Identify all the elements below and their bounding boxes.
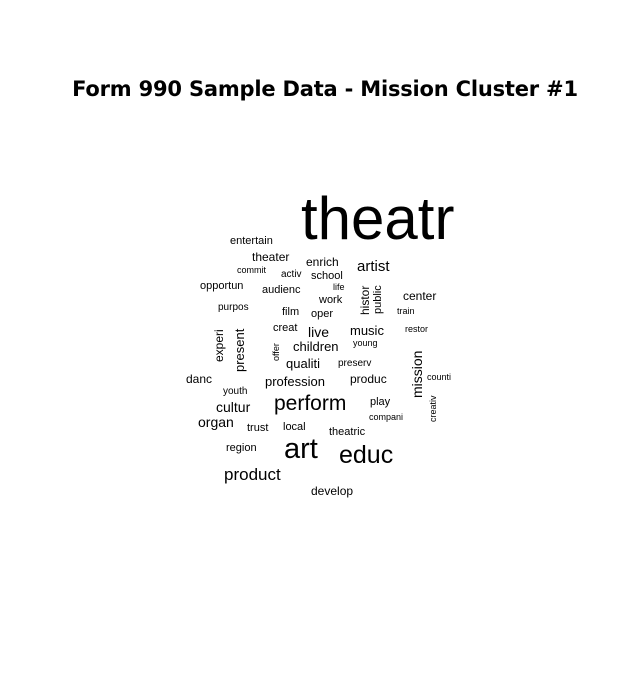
word-restor: restor xyxy=(405,324,428,334)
word-activ: activ xyxy=(281,269,302,280)
word-oper: oper xyxy=(311,308,333,320)
word-cultur: cultur xyxy=(216,399,251,415)
word-film: film xyxy=(282,306,299,318)
word-school: school xyxy=(311,270,343,282)
word-art: art xyxy=(284,433,318,465)
word-educ: educ xyxy=(339,441,393,469)
word-theatr: theatr xyxy=(301,185,454,252)
word-perform: perform xyxy=(274,392,346,415)
word-creativ: creativ xyxy=(428,395,438,422)
word-audienc: audienc xyxy=(262,284,301,296)
word-histor: histor xyxy=(358,286,372,315)
word-artist: artist xyxy=(357,258,390,275)
word-live: live xyxy=(308,324,329,340)
word-creat: creat xyxy=(273,322,297,334)
word-develop: develop xyxy=(311,484,353,498)
word-commit: commit xyxy=(237,265,266,275)
word-opportun: opportun xyxy=(200,280,243,292)
word-life: life xyxy=(333,282,345,292)
word-entertain: entertain xyxy=(230,235,273,247)
word-center: center xyxy=(403,289,436,303)
word-preserv: preserv xyxy=(338,358,371,369)
word-theatric: theatric xyxy=(329,426,366,438)
word-youth: youth xyxy=(223,386,247,397)
word-mission: mission xyxy=(409,351,425,398)
word-play: play xyxy=(370,396,391,408)
word-region: region xyxy=(226,442,257,454)
word-danc: danc xyxy=(186,372,212,386)
word-present: present xyxy=(232,328,247,372)
word-purpos: purpos xyxy=(218,302,249,313)
word-offer: offer xyxy=(271,343,281,361)
word-product: product xyxy=(224,465,281,484)
word-children: children xyxy=(293,339,339,354)
word-produc: produc xyxy=(350,372,387,386)
word-train: train xyxy=(397,306,415,316)
word-qualiti: qualiti xyxy=(286,356,320,371)
word-organ: organ xyxy=(198,414,234,430)
word-profession: profession xyxy=(265,374,325,389)
word-experi: experi xyxy=(212,329,226,362)
word-music: music xyxy=(350,323,384,338)
word-public: public xyxy=(372,285,384,314)
word-enrich: enrich xyxy=(306,255,339,269)
word-compani: compani xyxy=(369,412,403,422)
word-trust: trust xyxy=(247,422,268,434)
word-local: local xyxy=(283,421,306,433)
word-theater: theater xyxy=(252,250,289,264)
word-young: young xyxy=(353,338,378,348)
word-counti: counti xyxy=(427,372,451,382)
word-work: work xyxy=(318,294,343,306)
